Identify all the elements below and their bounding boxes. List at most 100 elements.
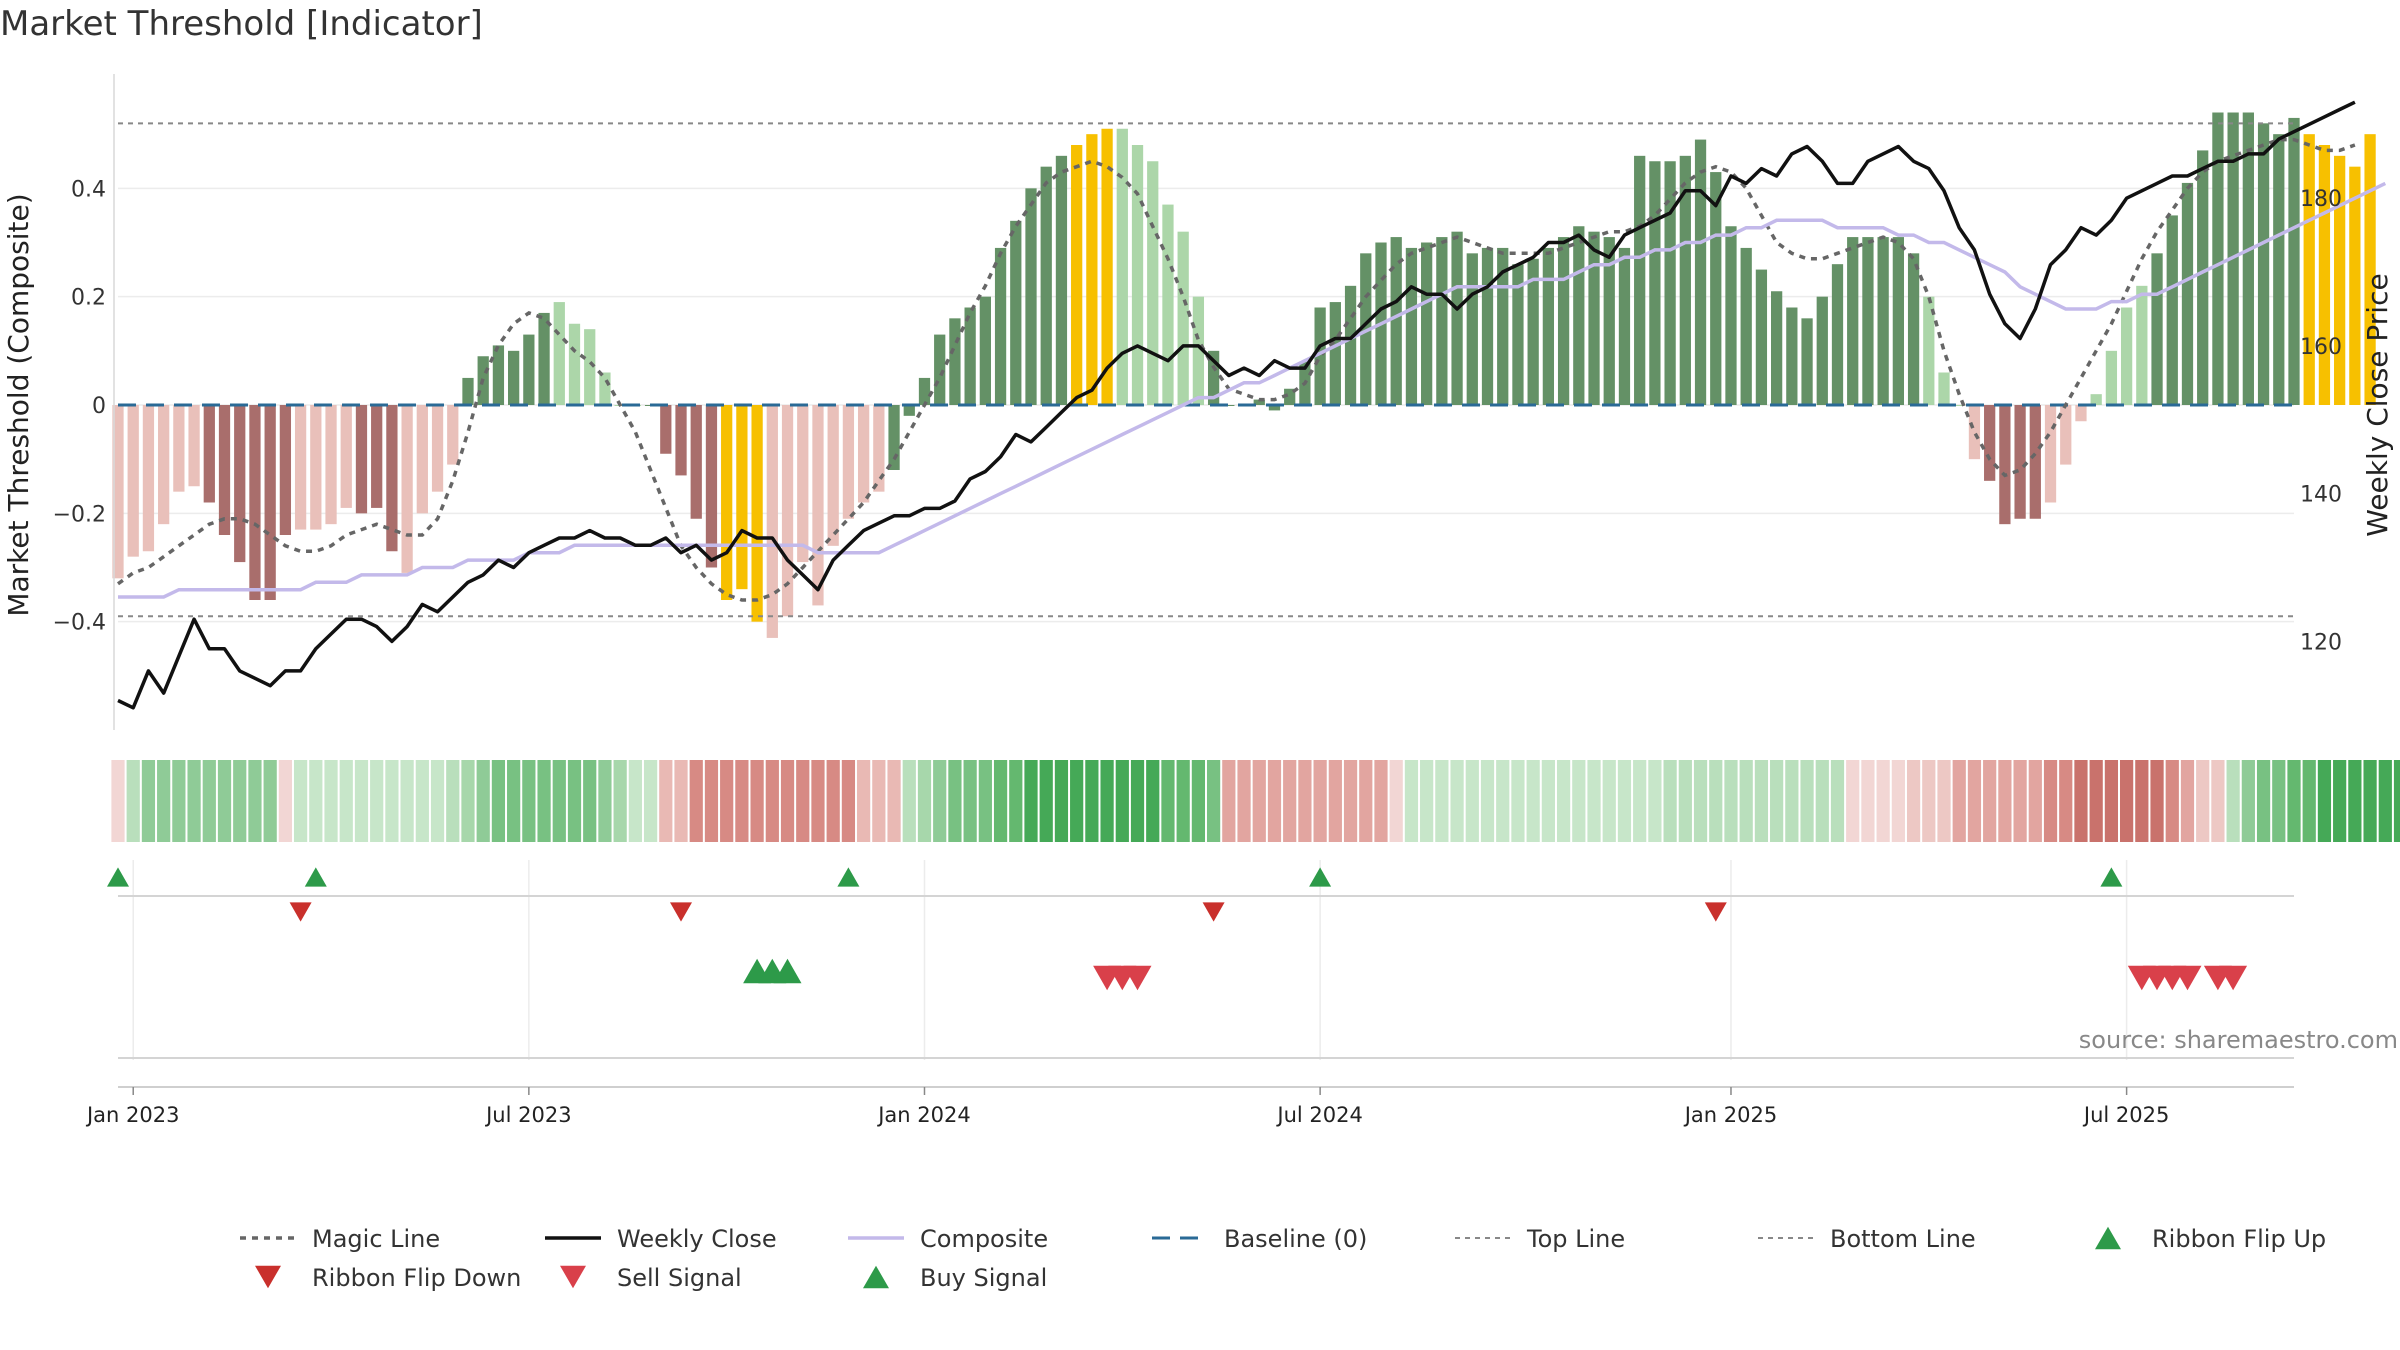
threshold-bar — [842, 405, 855, 519]
threshold-bar — [918, 377, 931, 405]
threshold-bar — [766, 405, 778, 638]
legend-label: Bottom Line — [1830, 1225, 1976, 1253]
legend-label: Ribbon Flip Down — [312, 1264, 521, 1292]
ribbon-cell — [1450, 760, 1464, 842]
threshold-bar — [1968, 405, 1981, 460]
ribbon-cell — [446, 760, 460, 842]
ribbon-cell — [552, 760, 566, 842]
ribbon-cell — [1359, 760, 1373, 842]
legend-label: Ribbon Flip Up — [2152, 1225, 2326, 1253]
threshold-bar — [1390, 237, 1402, 405]
threshold-bar — [1679, 155, 1691, 405]
threshold-bar — [431, 405, 444, 492]
ribbon-cell — [1861, 760, 1875, 842]
threshold-bar — [1588, 231, 1600, 405]
y-right-tick-label: 160 — [2300, 335, 2342, 360]
threshold-bar — [1025, 188, 1037, 405]
threshold-bar — [2334, 155, 2346, 405]
threshold-bar — [2166, 215, 2178, 405]
ribbon-cell — [354, 760, 369, 842]
legend: Magic Line Weekly Close Composite Baseline … — [240, 1225, 2326, 1292]
threshold-bar — [781, 405, 794, 617]
threshold-bar — [1147, 161, 1159, 405]
ribbon-cell — [2074, 760, 2088, 842]
threshold-bar — [1907, 253, 1920, 405]
ribbon-cell — [750, 760, 764, 842]
x-tick-label: Jan 2025 — [1683, 1103, 1778, 1127]
threshold-bar — [173, 405, 185, 492]
threshold-bar — [1649, 161, 1661, 405]
ribbon-cell — [1100, 760, 1114, 842]
threshold-bar — [888, 405, 900, 470]
ribbon-cell — [2135, 760, 2149, 842]
ribbon-flip-down-marker — [289, 902, 312, 922]
threshold-bar — [1999, 405, 2011, 525]
ribbon-cell — [2165, 760, 2179, 842]
threshold-bar — [857, 405, 870, 503]
threshold-bar — [325, 405, 337, 525]
ribbon-cell — [857, 760, 871, 842]
threshold-bar — [1770, 291, 1783, 405]
ribbon-cell — [522, 760, 536, 842]
x-tick-label: Jul 2023 — [484, 1103, 571, 1127]
threshold-bar — [142, 405, 155, 552]
threshold-bar — [1466, 253, 1478, 405]
ribbon-cell — [1039, 760, 1053, 842]
threshold-bar — [1923, 296, 1935, 405]
threshold-bar — [1892, 237, 1904, 405]
threshold-bar — [1831, 264, 1844, 405]
threshold-bar — [690, 405, 702, 519]
ribbon-cell — [1085, 760, 1099, 842]
ribbon-flip-up-marker — [2100, 867, 2123, 887]
ribbon-cell — [293, 760, 308, 842]
ribbon-cell — [187, 760, 201, 842]
ribbon-cell — [1496, 760, 1510, 842]
ribbon-cell — [385, 760, 399, 842]
threshold-bar — [1177, 231, 1189, 405]
ribbon-cell — [1922, 760, 1936, 842]
threshold-bar — [964, 307, 976, 405]
threshold-bar — [2197, 150, 2209, 405]
threshold-bar — [264, 405, 276, 600]
ribbon-cell — [1374, 760, 1388, 842]
threshold-bar — [721, 405, 733, 600]
ribbon-cell — [2120, 760, 2134, 842]
threshold-bar — [1618, 247, 1631, 405]
ribbon-cell — [704, 760, 719, 842]
legend-item: Baseline (0) — [1152, 1225, 1367, 1253]
ribbon-cell — [1343, 760, 1358, 842]
ribbon-cell — [978, 760, 992, 842]
threshold-bar — [1542, 247, 1555, 405]
legend-label: Weekly Close — [617, 1225, 777, 1253]
threshold-bar — [508, 350, 520, 405]
ribbon-cell — [1024, 760, 1038, 842]
ribbon-cell — [1009, 760, 1023, 842]
threshold-bar — [279, 405, 292, 535]
ribbon-cell — [2378, 760, 2392, 842]
threshold-bar — [1116, 128, 1128, 405]
threshold-bar — [1405, 247, 1418, 405]
ribbon-cell — [1602, 760, 1616, 842]
ribbon-cell — [2150, 760, 2164, 842]
threshold-bar — [660, 405, 672, 454]
threshold-bar — [979, 296, 991, 405]
y-left-tick-label: −0.4 — [53, 611, 106, 636]
ribbon-cell — [2287, 760, 2301, 842]
threshold-bar — [1527, 258, 1539, 405]
legend-label: Buy Signal — [920, 1264, 1047, 1292]
threshold-bar — [1329, 302, 1341, 405]
ribbon-cell — [1283, 760, 1297, 842]
ribbon-cell — [2317, 760, 2332, 842]
threshold-bar — [599, 372, 611, 405]
ribbon-cell — [126, 760, 140, 842]
threshold-bar — [523, 334, 535, 405]
signal-rows — [107, 867, 2294, 1059]
ribbon-cell — [461, 760, 475, 842]
legend-item: Magic Line — [240, 1225, 440, 1253]
legend-swatch — [560, 1265, 586, 1289]
ribbon-cell — [2363, 760, 2377, 842]
ribbon-cell — [811, 760, 825, 842]
ribbon-cell — [948, 760, 962, 842]
threshold-bar — [1694, 139, 1707, 406]
